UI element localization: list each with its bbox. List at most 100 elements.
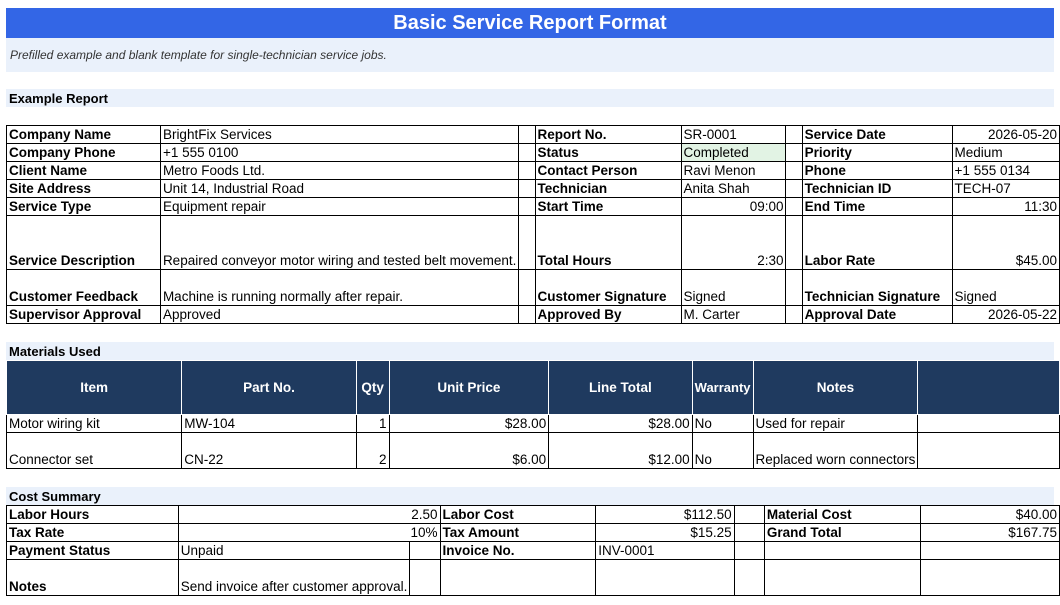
start-time-value[interactable]: 09:00 bbox=[680, 197, 787, 216]
customer-signature-value[interactable]: Signed bbox=[680, 269, 787, 306]
column-header-part-no[interactable]: Part No. bbox=[181, 360, 357, 415]
end-time-label: End Time bbox=[801, 197, 953, 216]
column-header-item[interactable]: Item bbox=[5, 360, 183, 415]
empty-cell[interactable] bbox=[518, 269, 536, 306]
empty-cell[interactable] bbox=[917, 414, 1060, 433]
table-row: Supervisor Approval Approved Approved By… bbox=[6, 305, 1060, 324]
empty-cell[interactable] bbox=[733, 559, 765, 596]
empty-cell[interactable] bbox=[518, 161, 536, 180]
site-address-label: Site Address bbox=[6, 179, 161, 198]
grand-total-value[interactable]: $167.75 bbox=[920, 523, 1060, 542]
table-row: Labor Hours 2.50 Labor Cost $112.50 Mate… bbox=[6, 505, 1060, 524]
column-header-unit-price[interactable]: Unit Price bbox=[388, 360, 550, 415]
empty-cell[interactable] bbox=[920, 541, 1060, 560]
tax-rate-label: Tax Rate bbox=[6, 523, 179, 542]
material-part-no[interactable]: CN-22 bbox=[181, 432, 357, 469]
approval-date-value[interactable]: 2026-05-22 bbox=[951, 305, 1060, 324]
empty-cell[interactable] bbox=[785, 269, 803, 306]
end-time-value[interactable]: 11:30 bbox=[951, 197, 1060, 216]
empty-cell[interactable] bbox=[785, 125, 803, 144]
empty-cell[interactable] bbox=[439, 559, 597, 596]
labor-cost-value[interactable]: $112.50 bbox=[595, 505, 735, 524]
material-item[interactable]: Motor wiring kit bbox=[5, 414, 183, 433]
technician-value[interactable]: Anita Shah bbox=[680, 179, 787, 198]
material-warranty[interactable]: No bbox=[691, 432, 754, 469]
empty-header-cell[interactable] bbox=[917, 360, 1060, 415]
empty-cell[interactable] bbox=[785, 197, 803, 216]
material-part-no[interactable]: MW-104 bbox=[181, 414, 357, 433]
total-hours-value[interactable]: 2:30 bbox=[680, 215, 787, 270]
material-line-total[interactable]: $28.00 bbox=[548, 414, 693, 433]
customer-feedback-value[interactable]: Machine is running normally after repair… bbox=[159, 269, 520, 306]
material-line-total[interactable]: $12.00 bbox=[548, 432, 693, 469]
material-notes[interactable]: Used for repair bbox=[752, 414, 919, 433]
material-unit-price[interactable]: $28.00 bbox=[388, 414, 550, 433]
empty-cell[interactable] bbox=[518, 215, 536, 270]
status-value[interactable]: Completed bbox=[680, 143, 787, 162]
company-name-value[interactable]: BrightFix Services bbox=[159, 125, 520, 144]
priority-value[interactable]: Medium bbox=[951, 143, 1060, 162]
empty-cell[interactable] bbox=[763, 541, 922, 560]
phone-value[interactable]: +1 555 0134 bbox=[951, 161, 1060, 180]
column-header-warranty[interactable]: Warranty bbox=[691, 360, 754, 415]
empty-cell[interactable] bbox=[785, 161, 803, 180]
site-address-value[interactable]: Unit 14, Industrial Road bbox=[159, 179, 520, 198]
service-description-value[interactable]: Repaired conveyor motor wiring and teste… bbox=[159, 215, 520, 270]
empty-cell[interactable] bbox=[518, 125, 536, 144]
empty-cell[interactable] bbox=[518, 305, 536, 324]
material-qty[interactable]: 2 bbox=[355, 432, 390, 469]
material-unit-price[interactable]: $6.00 bbox=[388, 432, 550, 469]
invoice-no-value[interactable]: INV-0001 bbox=[595, 541, 735, 560]
report-subtitle: Prefilled example and blank template for… bbox=[6, 38, 1054, 72]
empty-cell[interactable] bbox=[595, 559, 735, 596]
supervisor-approval-value[interactable]: Approved bbox=[159, 305, 520, 324]
empty-cell[interactable] bbox=[920, 559, 1060, 596]
table-row: Customer Feedback Machine is running nor… bbox=[6, 269, 1060, 306]
approved-by-value[interactable]: M. Carter bbox=[680, 305, 787, 324]
table-row: Service Description Repaired conveyor mo… bbox=[6, 215, 1060, 270]
notes-value[interactable]: Send invoice after customer approval. bbox=[177, 559, 411, 596]
empty-cell[interactable] bbox=[917, 432, 1060, 469]
empty-cell[interactable] bbox=[733, 541, 765, 560]
approval-date-label: Approval Date bbox=[801, 305, 953, 324]
labor-rate-value[interactable]: $45.00 bbox=[951, 215, 1060, 270]
company-phone-value[interactable]: +1 555 0100 bbox=[159, 143, 520, 162]
technician-signature-value[interactable]: Signed bbox=[951, 269, 1060, 306]
payment-status-value[interactable]: Unpaid bbox=[177, 541, 411, 560]
empty-cell[interactable] bbox=[518, 197, 536, 216]
empty-cell[interactable] bbox=[409, 541, 441, 560]
empty-cell[interactable] bbox=[518, 179, 536, 198]
table-row: Motor wiring kit MW-104 1 $28.00 $28.00 … bbox=[5, 414, 1060, 433]
material-warranty[interactable]: No bbox=[691, 414, 754, 433]
customer-feedback-label: Customer Feedback bbox=[6, 269, 161, 306]
column-header-qty[interactable]: Qty bbox=[355, 360, 390, 415]
material-qty[interactable]: 1 bbox=[355, 414, 390, 433]
tax-rate-value[interactable]: 10% bbox=[177, 523, 441, 542]
empty-cell[interactable] bbox=[763, 559, 922, 596]
tax-amount-value[interactable]: $15.25 bbox=[595, 523, 735, 542]
material-cost-value[interactable]: $40.00 bbox=[920, 505, 1060, 524]
service-date-value[interactable]: 2026-05-20 bbox=[951, 125, 1060, 144]
empty-cell[interactable] bbox=[785, 305, 803, 324]
phone-label: Phone bbox=[801, 161, 953, 180]
material-item[interactable]: Connector set bbox=[5, 432, 183, 469]
labor-cost-label: Labor Cost bbox=[439, 505, 597, 524]
technician-id-value[interactable]: TECH-07 bbox=[951, 179, 1060, 198]
material-cost-label: Material Cost bbox=[763, 505, 922, 524]
empty-cell[interactable] bbox=[785, 179, 803, 198]
contact-person-value[interactable]: Ravi Menon bbox=[680, 161, 787, 180]
column-header-line-total[interactable]: Line Total bbox=[548, 360, 693, 415]
service-type-value[interactable]: Equipment repair bbox=[159, 197, 520, 216]
column-header-notes[interactable]: Notes bbox=[752, 360, 919, 415]
empty-cell[interactable] bbox=[785, 143, 803, 162]
service-type-label: Service Type bbox=[6, 197, 161, 216]
material-notes[interactable]: Replaced worn connectors bbox=[752, 432, 919, 469]
empty-cell[interactable] bbox=[409, 559, 441, 596]
report-no-value[interactable]: SR-0001 bbox=[680, 125, 787, 144]
empty-cell[interactable] bbox=[785, 215, 803, 270]
empty-cell[interactable] bbox=[733, 505, 765, 524]
labor-hours-value[interactable]: 2.50 bbox=[177, 505, 441, 524]
empty-cell[interactable] bbox=[518, 143, 536, 162]
empty-cell[interactable] bbox=[733, 523, 765, 542]
client-name-value[interactable]: Metro Foods Ltd. bbox=[159, 161, 520, 180]
